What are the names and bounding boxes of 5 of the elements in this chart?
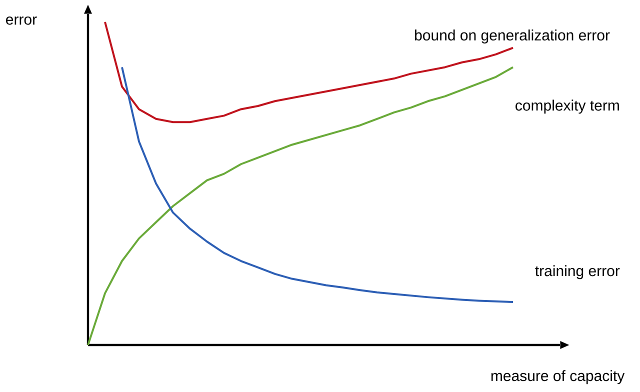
series-label: complexity term bbox=[516, 100, 619, 114]
text: training error bbox=[535, 265, 620, 280]
series-label: bound on generalization error bbox=[415, 30, 610, 44]
y-axis-title: error bbox=[6, 16, 37, 25]
x-axis-title: measure of capacity bbox=[491, 370, 625, 384]
